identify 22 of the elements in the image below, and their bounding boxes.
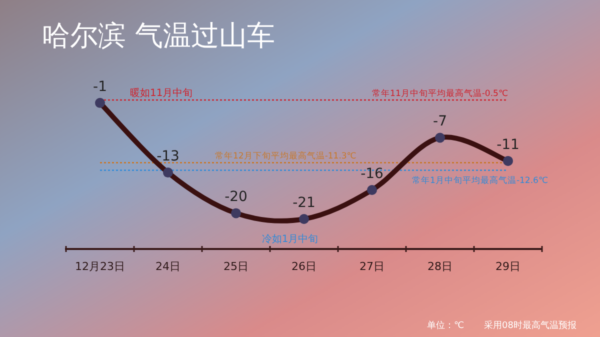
text: 暖如11月中旬: [130, 87, 193, 99]
text: 采用08时最高气温预报: [484, 320, 576, 331]
data-label: -1: [93, 78, 107, 95]
ref-line-label: 常年1月中旬平均最高气温-12.6℃: [412, 175, 548, 186]
x-tick-label: 28日: [428, 260, 452, 273]
x-tick-label: 29日: [496, 260, 520, 273]
text: 冷如1月中旬: [262, 233, 318, 245]
x-tick-label: 24日: [156, 260, 180, 273]
x-tick-label: 27日: [360, 260, 384, 273]
data-label: -16: [360, 166, 384, 182]
data-label: -11: [496, 136, 520, 153]
data-label: -7: [433, 114, 447, 130]
chart-title: 哈尔滨 气温过山车: [42, 19, 275, 52]
x-tick-label: 25日: [224, 260, 248, 273]
ref-line-label: 常年12月下旬平均最高气温-11.3℃: [215, 150, 356, 162]
text: 单位：℃: [427, 320, 464, 331]
x-tick-label: 12月23日: [75, 260, 125, 273]
x-tick-label: 26日: [292, 260, 316, 273]
ref-line-label: 常年11月中旬平均最高气温-0.5℃: [372, 88, 508, 99]
data-label: -13: [156, 148, 180, 165]
data-label: -21: [292, 195, 316, 211]
data-label: -20: [224, 189, 248, 206]
